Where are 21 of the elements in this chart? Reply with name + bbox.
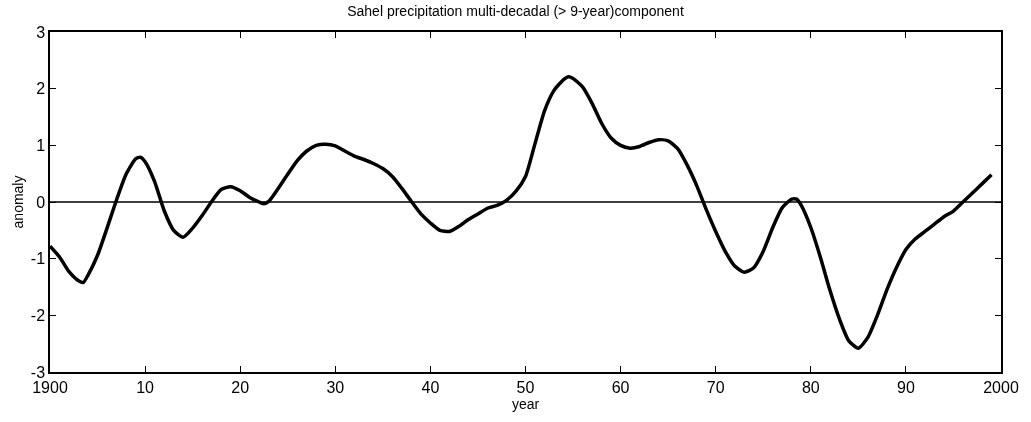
y-tick-label: 3 bbox=[36, 23, 46, 41]
x-axis-title: year bbox=[511, 395, 540, 412]
y-tick-label: 0 bbox=[36, 193, 46, 211]
x-tick-label: 70 bbox=[706, 378, 725, 396]
y-tick-label: -1 bbox=[30, 250, 46, 268]
x-tick-label: 20 bbox=[231, 378, 250, 396]
x-tick-label: 2000 bbox=[983, 378, 1019, 396]
y-tick-label: -3 bbox=[30, 363, 46, 381]
x-tick-label: 30 bbox=[326, 378, 345, 396]
y-tick-label: -2 bbox=[30, 306, 46, 324]
chart-title: Sahel precipitation multi-decadal (> 9-year)component bbox=[347, 3, 684, 20]
x-tick-label: 40 bbox=[421, 378, 440, 396]
x-tick-label: 50 bbox=[516, 378, 535, 396]
y-tick-label: 1 bbox=[36, 136, 46, 154]
y-tick-label: 2 bbox=[36, 80, 46, 98]
x-tick-label: 90 bbox=[897, 378, 915, 396]
y-axis-title: anomaly bbox=[9, 175, 26, 229]
x-tick-label: 1900 bbox=[32, 378, 68, 396]
x-tick-label: 60 bbox=[611, 378, 630, 396]
x-tick-label: 80 bbox=[801, 378, 820, 396]
x-tick-label: 10 bbox=[136, 378, 155, 396]
